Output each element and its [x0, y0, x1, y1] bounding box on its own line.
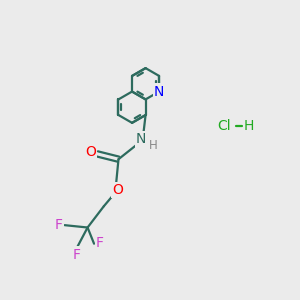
Text: O: O	[85, 146, 96, 159]
Text: N: N	[154, 85, 164, 99]
Text: F: F	[55, 218, 63, 232]
Text: H: H	[148, 139, 157, 152]
Text: F: F	[96, 236, 104, 250]
Text: F: F	[72, 248, 80, 262]
Text: O: O	[112, 183, 123, 197]
Text: Cl: Cl	[217, 119, 230, 134]
Text: N: N	[136, 133, 146, 146]
Text: H: H	[244, 119, 254, 134]
